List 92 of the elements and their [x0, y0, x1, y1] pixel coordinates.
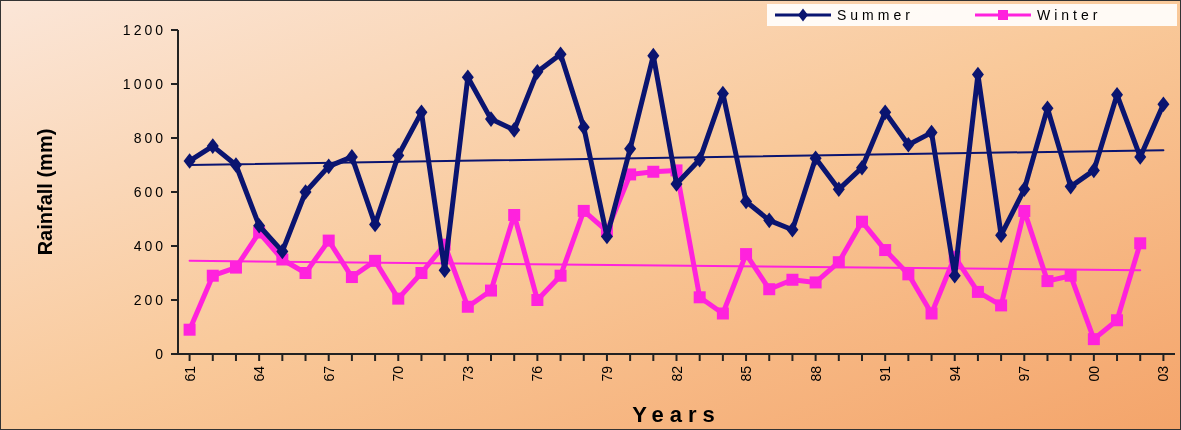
x-tick-label: 73: [459, 365, 476, 382]
point: [832, 181, 845, 198]
point: [647, 165, 660, 178]
y-axis-title: Rainfall (mm): [34, 128, 56, 256]
legend-label: Winter: [1037, 7, 1102, 23]
legend-label: Summer: [837, 7, 914, 23]
point: [716, 307, 729, 320]
x-tick-label: 03: [1155, 365, 1172, 382]
point: [206, 269, 219, 282]
y-tick-label: 400: [133, 238, 166, 254]
point: [925, 124, 938, 141]
x-tick-label: 97: [1016, 365, 1033, 382]
point: [925, 307, 938, 320]
point: [763, 283, 776, 296]
point: [740, 193, 753, 210]
point: [183, 153, 196, 169]
point: [392, 147, 405, 164]
x-tick-label: 88: [807, 365, 824, 382]
point: [855, 215, 868, 228]
point: [577, 204, 590, 217]
x-tick-label: 70: [390, 365, 407, 382]
point: [1018, 204, 1031, 217]
point: [1018, 181, 1031, 198]
point: [415, 267, 428, 279]
point: [763, 212, 776, 229]
point: [229, 157, 242, 173]
point: [1064, 269, 1077, 282]
point: [879, 104, 892, 121]
y-tick-label: 1200: [122, 22, 166, 38]
point: [299, 184, 312, 200]
point: [1064, 178, 1077, 195]
point: [461, 300, 474, 313]
point: [577, 119, 590, 135]
x-tick-label: 00: [1085, 365, 1102, 382]
point: [485, 284, 498, 297]
point: [1157, 96, 1170, 113]
point: [786, 222, 799, 238]
point: [670, 176, 683, 192]
point: [253, 217, 266, 234]
point: [1111, 314, 1124, 327]
point: [531, 294, 544, 306]
point: [1087, 333, 1100, 346]
point: [1134, 237, 1147, 250]
y-tick-label: 0: [155, 346, 166, 362]
x-tick-label: 76: [529, 365, 546, 382]
point: [1134, 149, 1147, 165]
point: [345, 271, 358, 284]
point: [693, 151, 706, 168]
point: [624, 141, 637, 157]
x-tick-label: 67: [320, 365, 337, 382]
x-tick-label: 79: [598, 365, 615, 382]
point: [902, 268, 915, 281]
point: [832, 256, 845, 269]
point: [229, 261, 242, 274]
point: [508, 122, 521, 138]
x-tick-label: 82: [668, 365, 685, 382]
y-tick-label: 600: [133, 184, 166, 200]
point: [879, 244, 892, 257]
y-tick-label: 800: [133, 130, 166, 146]
point: [971, 285, 984, 298]
point: [855, 159, 868, 176]
point: [693, 291, 706, 304]
point: [369, 254, 382, 267]
point: [531, 64, 544, 80]
x-tick-label: 85: [738, 365, 755, 382]
point: [786, 273, 799, 286]
point: [206, 138, 219, 154]
point: [322, 234, 335, 247]
point: [740, 248, 753, 261]
point: [809, 276, 822, 289]
point: [902, 136, 915, 153]
point: [322, 158, 335, 175]
point: [1087, 162, 1100, 179]
point: [183, 323, 196, 336]
point: [1041, 275, 1054, 288]
point: [485, 111, 498, 127]
point: [554, 269, 567, 282]
x-tick-label: 61: [181, 365, 198, 382]
point: [809, 150, 822, 167]
x-tick-label: 94: [946, 365, 963, 382]
point: [995, 299, 1008, 312]
x-axis-title: Years: [632, 402, 721, 427]
point: [392, 292, 405, 305]
point: [508, 208, 521, 221]
x-tick-label: 64: [251, 365, 268, 382]
point: [276, 243, 289, 260]
y-tick-label: 200: [133, 292, 166, 308]
point: [345, 149, 358, 165]
point: [554, 46, 567, 63]
x-tick-label: 91: [877, 365, 894, 382]
point: [299, 267, 312, 279]
y-tick-label: 1000: [122, 76, 166, 92]
